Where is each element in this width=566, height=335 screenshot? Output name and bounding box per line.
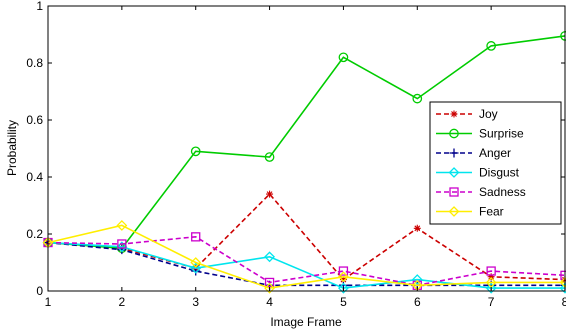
legend-joy-label: Joy bbox=[479, 107, 498, 121]
legend: Joy Surprise Anger Disgust Sadness Fear bbox=[430, 102, 561, 224]
y-tick-label: 1 bbox=[36, 0, 43, 13]
series-joy-point bbox=[266, 191, 273, 198]
series-fear bbox=[44, 221, 566, 293]
x-tick-label: 3 bbox=[192, 295, 199, 309]
y-tick-label: 0.4 bbox=[26, 170, 43, 184]
y-tick-label: 0 bbox=[36, 284, 43, 298]
y-tick-label: 0.8 bbox=[26, 56, 43, 70]
x-tick-label: 4 bbox=[266, 295, 273, 309]
y-tick-label: 0.6 bbox=[26, 113, 43, 127]
x-tick-label: 6 bbox=[414, 295, 421, 309]
x-tick-label: 2 bbox=[119, 295, 126, 309]
x-axis-label: Image Frame bbox=[270, 315, 342, 329]
x-tick-label: 5 bbox=[340, 295, 347, 309]
legend-fear-label: Fear bbox=[479, 205, 504, 219]
series-joy-point bbox=[414, 225, 421, 232]
y-tick-label: 0.2 bbox=[26, 227, 43, 241]
x-tick-label: 7 bbox=[488, 295, 495, 309]
x-tick-label: 1 bbox=[45, 295, 52, 309]
x-tick-label: 8 bbox=[562, 295, 566, 309]
y-axis-label: Probability bbox=[5, 120, 19, 176]
series-disgust bbox=[44, 238, 566, 293]
legend-sadness-label: Sadness bbox=[479, 185, 526, 199]
legend-surprise-label: Surprise bbox=[479, 127, 524, 141]
series-fear-line bbox=[48, 225, 565, 288]
series-joy-point bbox=[488, 273, 495, 280]
legend-anger-label: Anger bbox=[479, 146, 511, 160]
legend-disgust-label: Disgust bbox=[479, 166, 520, 180]
legend-joy-marker bbox=[451, 111, 458, 118]
